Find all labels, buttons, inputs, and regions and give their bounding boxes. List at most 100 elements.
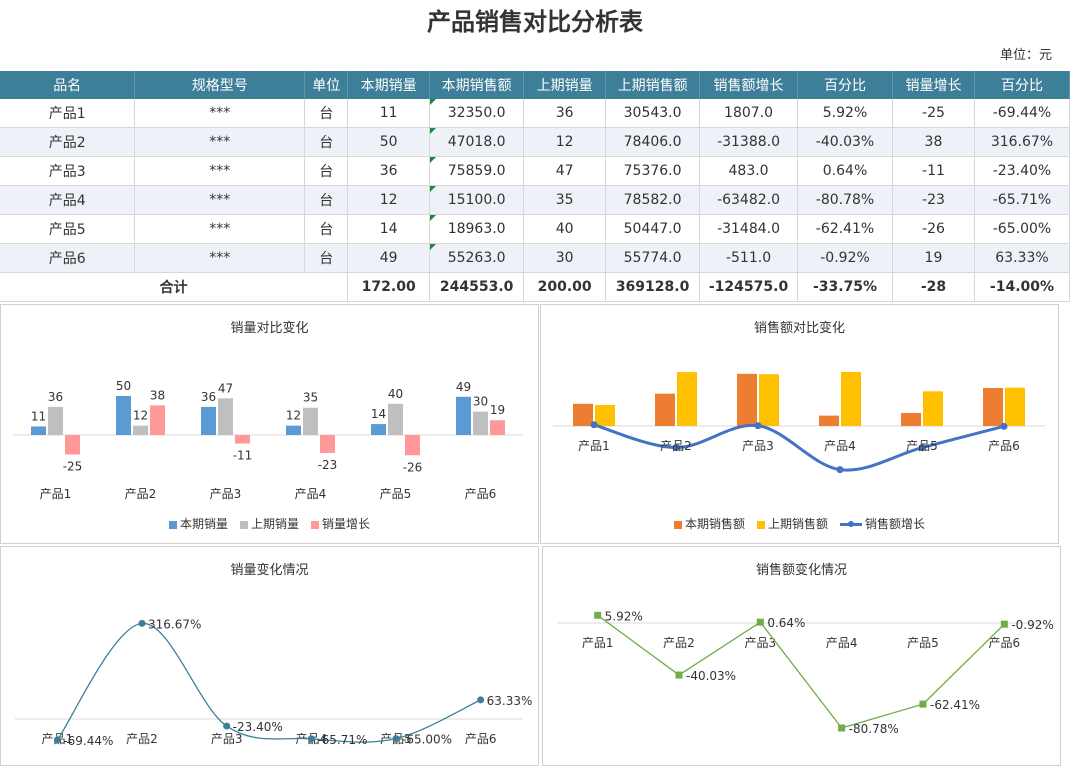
table-cell[interactable]: 产品4 xyxy=(0,185,136,215)
legend-item[interactable]: 上期销售额 xyxy=(756,517,828,531)
table-cell[interactable]: 11 xyxy=(347,99,431,128)
table-cell[interactable]: *** xyxy=(134,243,306,273)
column-header[interactable]: 上期销量 xyxy=(523,71,607,99)
table-cell[interactable]: 50447.0 xyxy=(605,214,701,244)
table-cell[interactable]: 5.92% xyxy=(797,99,893,128)
table-cell[interactable]: 36 xyxy=(347,156,431,186)
table-cell[interactable]: 台 xyxy=(304,127,349,157)
total-cell[interactable]: 369128.0 xyxy=(605,272,701,302)
table-cell[interactable]: 40 xyxy=(523,214,607,244)
table-cell[interactable]: 台 xyxy=(304,214,349,244)
table-cell[interactable]: -80.78% xyxy=(797,185,893,215)
total-cell[interactable]: 200.00 xyxy=(523,272,607,302)
total-cell[interactable]: -28 xyxy=(892,272,975,302)
table-cell[interactable]: 30543.0 xyxy=(605,99,701,128)
table-cell[interactable]: 产品5 xyxy=(0,214,136,244)
chart-panel-qty-compare[interactable]: 销量对比变化 11 36 -25 产品1 50 12 38 产品2 36 47 -11 产品3 12 35… xyxy=(0,304,539,544)
table-cell[interactable]: 台 xyxy=(304,99,349,128)
table-cell[interactable]: 38 xyxy=(892,127,975,157)
table-cell[interactable]: 316.67% xyxy=(974,127,1070,157)
table-cell[interactable]: 台 xyxy=(304,185,349,215)
chart-legend: 本期销售额 上期销售额 销售额增长 xyxy=(541,515,1058,532)
table-cell[interactable]: *** xyxy=(134,185,306,215)
table-cell[interactable]: 台 xyxy=(304,156,349,186)
table-cell[interactable]: -31484.0 xyxy=(699,214,799,244)
table-cell[interactable]: *** xyxy=(134,127,306,157)
chart-panel-sales-compare[interactable]: 销售额对比变化 产品1 产品2 产品3 产品4 产品5 产品6 本期销售额 上期销售额 销售额… xyxy=(540,304,1059,544)
table-cell[interactable]: 55774.0 xyxy=(605,243,701,273)
table-cell[interactable]: -65.00% xyxy=(974,214,1070,244)
column-header[interactable]: 销量增长 xyxy=(892,71,975,99)
table-cell[interactable]: 18963.0 xyxy=(429,214,525,244)
table-cell[interactable]: -69.44% xyxy=(974,99,1070,128)
table-cell[interactable]: 1807.0 xyxy=(699,99,799,128)
category-label: 产品4 xyxy=(826,636,858,650)
table-cell[interactable]: 12 xyxy=(347,185,431,215)
column-header[interactable]: 规格型号 xyxy=(134,71,306,99)
table-cell[interactable]: -62.41% xyxy=(797,214,893,244)
table-cell[interactable]: 50 xyxy=(347,127,431,157)
table-cell[interactable]: -25 xyxy=(892,99,975,128)
legend-item[interactable]: 本期销售额 xyxy=(673,517,745,531)
legend-item[interactable]: 上期销量 xyxy=(239,517,299,531)
table-cell[interactable]: 12 xyxy=(523,127,607,157)
table-cell[interactable]: 产品1 xyxy=(0,99,136,128)
total-cell[interactable]: -14.00% xyxy=(974,272,1070,302)
line-point xyxy=(1000,422,1008,430)
chart-panel-sales-change[interactable]: 销售额变化情况 产品1 产品2 产品3 产品4 产品5 产品6 5.92% -40.03% 0.… xyxy=(542,546,1061,766)
column-header[interactable]: 本期销售额 xyxy=(429,71,525,99)
table-cell[interactable]: *** xyxy=(134,214,306,244)
column-header[interactable]: 上期销售额 xyxy=(605,71,701,99)
total-cell[interactable]: 244553.0 xyxy=(429,272,525,302)
column-header[interactable]: 销售额增长 xyxy=(699,71,799,99)
table-cell[interactable]: -23 xyxy=(892,185,975,215)
total-cell[interactable]: -124575.0 xyxy=(699,272,799,302)
table-cell[interactable]: 47018.0 xyxy=(429,127,525,157)
table-cell[interactable]: 36 xyxy=(523,99,607,128)
table-cell[interactable]: 产品6 xyxy=(0,243,136,273)
table-cell[interactable]: 台 xyxy=(304,243,349,273)
table-cell[interactable]: -23.40% xyxy=(974,156,1070,186)
table-cell[interactable]: *** xyxy=(134,156,306,186)
table-cell[interactable]: 483.0 xyxy=(699,156,799,186)
table-cell[interactable]: -11 xyxy=(892,156,975,186)
legend-item[interactable]: 本期销量 xyxy=(168,517,228,531)
table-cell[interactable]: -26 xyxy=(892,214,975,244)
legend-item[interactable]: 销量增长 xyxy=(311,517,370,531)
table-cell[interactable]: 产品3 xyxy=(0,156,136,186)
table-cell[interactable]: 19 xyxy=(892,243,975,273)
table-cell[interactable]: 47 xyxy=(523,156,607,186)
bar xyxy=(218,398,233,435)
table-cell[interactable]: 78406.0 xyxy=(605,127,701,157)
column-header[interactable]: 单位 xyxy=(304,71,349,99)
column-header[interactable]: 百分比 xyxy=(974,71,1070,99)
table-cell[interactable]: -63482.0 xyxy=(699,185,799,215)
table-cell[interactable]: 产品2 xyxy=(0,127,136,157)
total-cell[interactable]: -33.75% xyxy=(797,272,893,302)
table-cell[interactable]: 35 xyxy=(523,185,607,215)
table-cell[interactable]: -65.71% xyxy=(974,185,1070,215)
table-cell[interactable]: 63.33% xyxy=(974,243,1070,273)
chart-panel-qty-change[interactable]: 销量变化情况 产品1产品2产品3产品4产品5产品6-69.44%316.67%-… xyxy=(0,546,539,766)
table-cell[interactable]: 49 xyxy=(347,243,431,273)
table-cell[interactable]: 30 xyxy=(523,243,607,273)
table-cell[interactable]: 15100.0 xyxy=(429,185,525,215)
column-header[interactable]: 百分比 xyxy=(797,71,893,99)
table-cell[interactable]: 32350.0 xyxy=(429,99,525,128)
bar xyxy=(841,371,861,426)
table-cell[interactable]: 78582.0 xyxy=(605,185,701,215)
table-cell[interactable]: *** xyxy=(134,99,306,128)
table-cell[interactable]: -511.0 xyxy=(699,243,799,273)
table-cell[interactable]: 14 xyxy=(347,214,431,244)
total-cell[interactable]: 172.00 xyxy=(347,272,431,302)
column-header[interactable]: 本期销量 xyxy=(347,71,431,99)
legend-item[interactable]: 销售额增长 xyxy=(840,517,925,531)
table-cell[interactable]: 75376.0 xyxy=(605,156,701,186)
table-cell[interactable]: 0.64% xyxy=(797,156,893,186)
table-cell[interactable]: 55263.0 xyxy=(429,243,525,273)
table-cell[interactable]: -0.92% xyxy=(797,243,893,273)
table-cell[interactable]: 75859.0 xyxy=(429,156,525,186)
table-cell[interactable]: -31388.0 xyxy=(699,127,799,157)
column-header[interactable]: 品名 xyxy=(0,71,136,99)
table-cell[interactable]: -40.03% xyxy=(797,127,893,157)
